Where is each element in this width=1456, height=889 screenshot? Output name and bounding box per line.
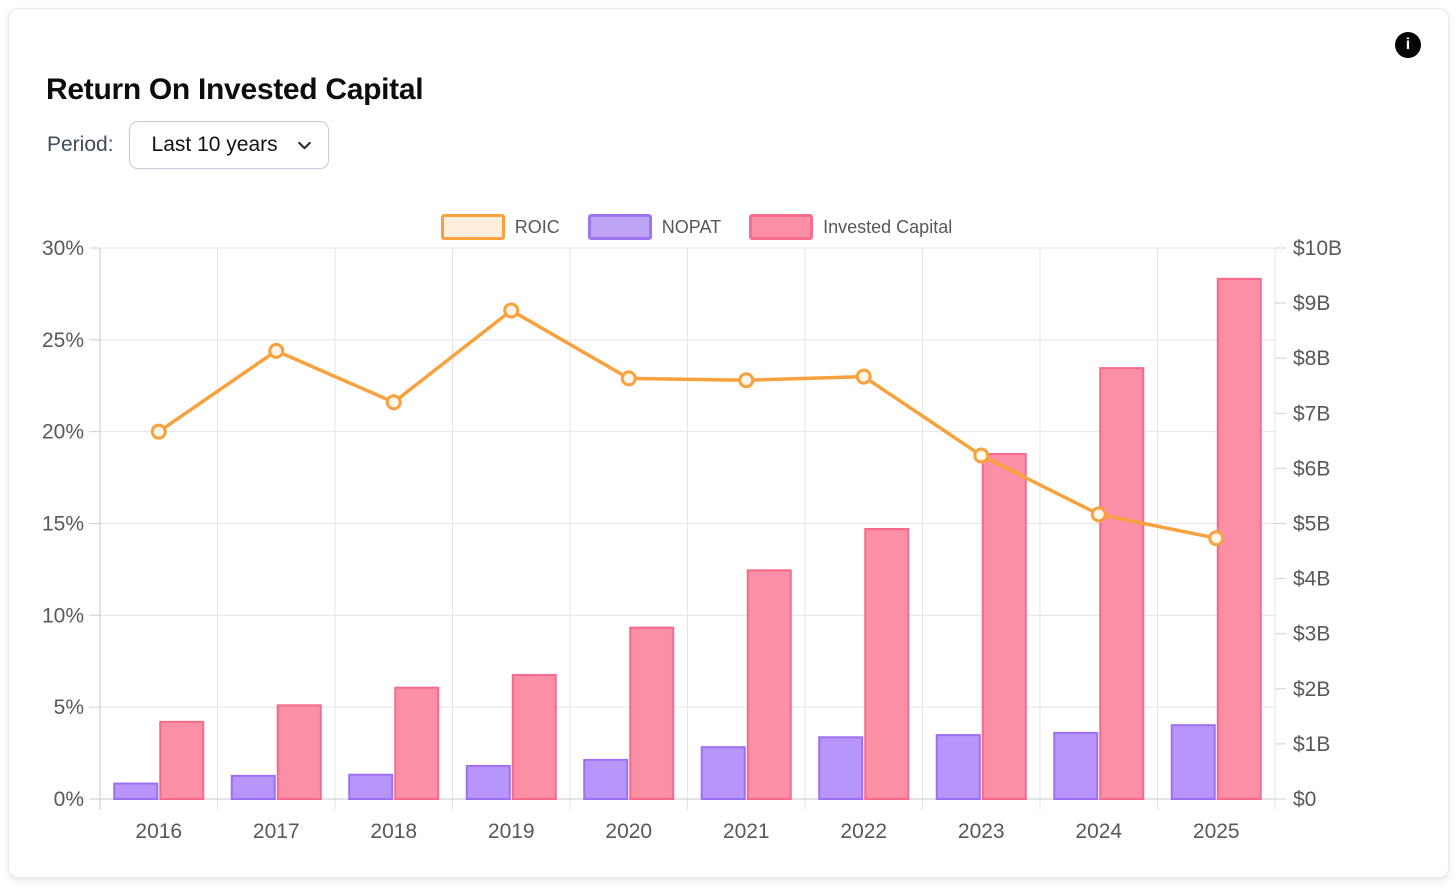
roic-line xyxy=(157,308,1218,540)
roic-swatch-icon xyxy=(440,214,505,240)
right-axis-tick-label: $6B xyxy=(1293,457,1330,480)
bar-invested-capital-2021[interactable] xyxy=(746,569,792,801)
bar-nopat-2023[interactable] xyxy=(935,734,981,800)
bar-invested-capital-2025[interactable] xyxy=(1216,277,1262,800)
invested-capital-swatch-icon xyxy=(749,214,814,240)
right-axis-tick-label: $4B xyxy=(1293,568,1330,591)
roic-marker-2024[interactable] xyxy=(1090,506,1107,523)
roic-marker-2020[interactable] xyxy=(620,370,637,387)
bar-invested-capital-2020[interactable] xyxy=(629,626,675,800)
right-axis-tick-label: $5B xyxy=(1293,513,1330,536)
bar-nopat-2017[interactable] xyxy=(230,774,276,800)
bar-invested-capital-2018[interactable] xyxy=(394,686,440,800)
left-axis-tick-label: 0% xyxy=(54,788,84,811)
x-axis-label-2016: 2016 xyxy=(135,820,182,843)
x-axis-label-2019: 2019 xyxy=(488,820,535,843)
roic-marker-2021[interactable] xyxy=(738,372,755,389)
right-axis-tick-label: $1B xyxy=(1293,733,1330,756)
nopat-swatch-icon xyxy=(587,214,652,240)
x-axis-label-2021: 2021 xyxy=(723,820,770,843)
x-axis-label-2025: 2025 xyxy=(1193,820,1240,843)
bar-invested-capital-2017[interactable] xyxy=(276,704,322,801)
right-axis-tick-label: $0 xyxy=(1293,788,1316,811)
legend-label: Invested Capital xyxy=(823,216,953,237)
legend-label: NOPAT xyxy=(661,216,722,237)
x-axis-label-2023: 2023 xyxy=(958,820,1005,843)
chart-legend: ROIC NOPAT Invested Capital xyxy=(109,214,1284,240)
roic-marker-2017[interactable] xyxy=(268,342,285,359)
left-axis-tick-label: 30% xyxy=(42,237,84,260)
right-axis-tick-label: $9B xyxy=(1293,292,1330,315)
roic-marker-2023[interactable] xyxy=(973,447,990,464)
left-axis-tick-label: 20% xyxy=(42,421,84,444)
period-row: Period: Last 10 years xyxy=(47,121,329,169)
bar-nopat-2024[interactable] xyxy=(1053,731,1099,801)
left-axis-tick-label: 10% xyxy=(42,604,84,627)
x-axis-label-2017: 2017 xyxy=(253,820,300,843)
page-title: Return On Invested Capital xyxy=(46,73,424,107)
right-axis-tick-label: $10B xyxy=(1293,237,1342,260)
bar-invested-capital-2019[interactable] xyxy=(511,674,557,801)
legend-label: ROIC xyxy=(514,216,560,237)
period-select-value: Last 10 years xyxy=(151,133,278,156)
legend-item-roic[interactable]: ROIC xyxy=(440,214,560,240)
roic-marker-2018[interactable] xyxy=(385,394,402,411)
roic-marker-2019[interactable] xyxy=(503,302,520,319)
bar-nopat-2019[interactable] xyxy=(465,764,511,801)
right-axis-tick-label: $2B xyxy=(1293,678,1330,701)
x-axis-label-2022: 2022 xyxy=(840,820,887,843)
roic-marker-2022[interactable] xyxy=(855,368,872,385)
bar-invested-capital-2022[interactable] xyxy=(864,528,910,800)
left-axis-tick-label: 15% xyxy=(42,513,84,536)
right-axis-tick-label: $8B xyxy=(1293,347,1330,370)
right-axis-tick-label: $7B xyxy=(1293,402,1330,425)
x-axis-label-2024: 2024 xyxy=(1075,820,1122,843)
roic-marker-2016[interactable] xyxy=(150,423,167,440)
chevron-down-icon xyxy=(296,137,313,154)
x-axis-label-2020: 2020 xyxy=(605,820,652,843)
bar-nopat-2025[interactable] xyxy=(1170,724,1216,801)
roic-card: Return On Invested Capital i Period: Las… xyxy=(8,8,1449,878)
bar-nopat-2020[interactable] xyxy=(583,758,629,801)
bar-invested-capital-2023[interactable] xyxy=(981,453,1027,800)
period-label: Period: xyxy=(47,133,114,156)
left-axis-tick-label: 5% xyxy=(54,696,84,719)
bar-invested-capital-2016[interactable] xyxy=(159,720,205,800)
bar-nopat-2018[interactable] xyxy=(348,773,394,800)
period-select[interactable]: Last 10 years xyxy=(128,121,329,169)
info-icon: i xyxy=(1405,36,1411,53)
bar-nopat-2016[interactable] xyxy=(113,782,159,801)
left-axis-tick-label: 25% xyxy=(42,329,84,352)
bar-nopat-2022[interactable] xyxy=(818,736,864,801)
roic-marker-2025[interactable] xyxy=(1208,530,1225,547)
x-axis-label-2018: 2018 xyxy=(370,820,417,843)
info-button[interactable]: i xyxy=(1395,32,1421,58)
legend-item-invested-capital[interactable]: Invested Capital xyxy=(749,214,952,240)
right-axis-tick-label: $3B xyxy=(1293,623,1330,646)
bar-nopat-2021[interactable] xyxy=(700,746,746,800)
bar-invested-capital-2024[interactable] xyxy=(1099,367,1145,800)
legend-item-nopat[interactable]: NOPAT xyxy=(587,214,722,240)
